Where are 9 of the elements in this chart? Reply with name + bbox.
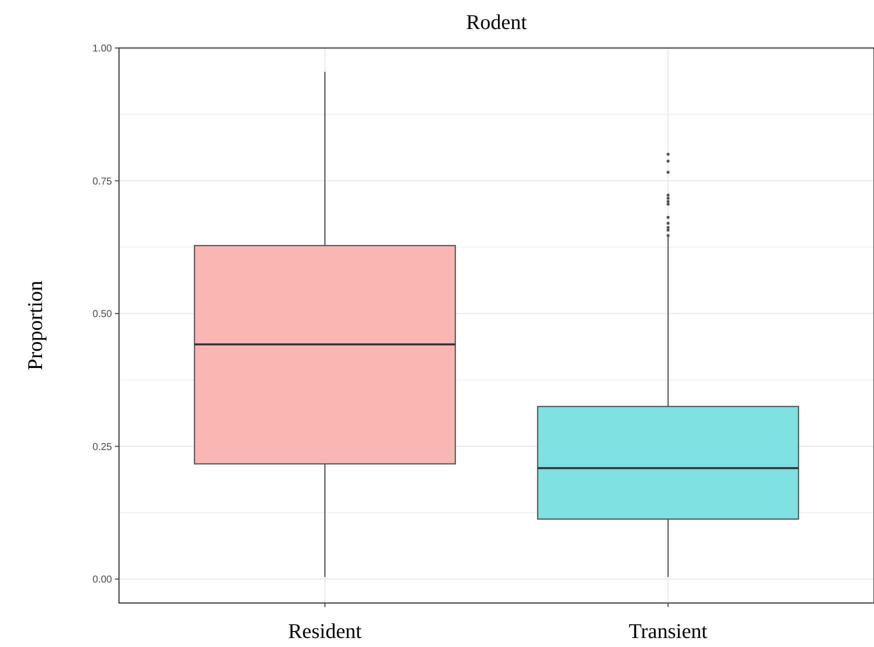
y-tick-label: 0.75 [92,176,112,188]
y-tick-label: 0.50 [92,309,112,320]
y-tick-label: 0.25 [92,442,112,453]
y-axis-title: Proportion [23,280,47,370]
x-tick-label: Resident [288,619,362,643]
y-tick-label: 1.00 [92,44,112,54]
y-tick-label: 0.00 [92,574,112,586]
chart-title: Rodent [466,10,527,34]
x-tick-label: Transient [628,619,708,643]
